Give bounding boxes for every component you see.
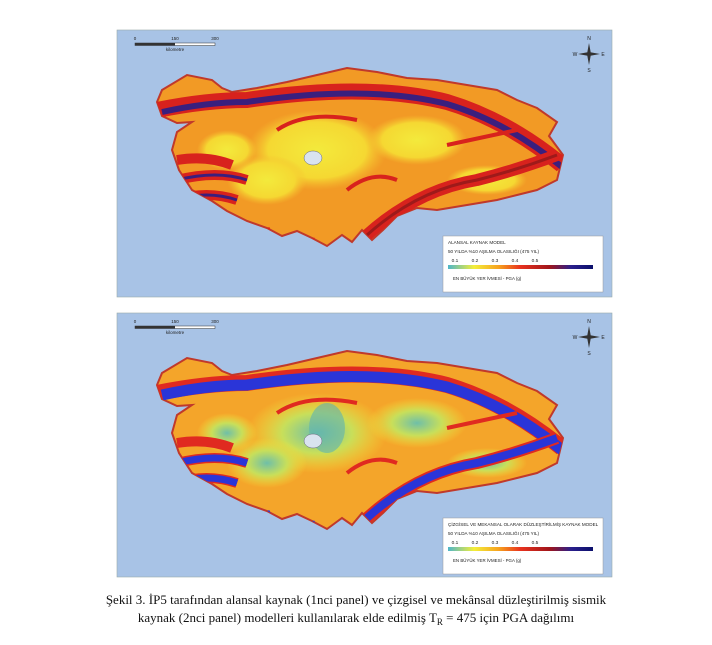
fault-band [275, 397, 518, 475]
compass-w: W [573, 335, 578, 341]
low-hazard-zone [227, 438, 307, 488]
legend-subtitle: 50 YILDA %10 AŞILMA OLASILIĞI (475 YIL) [448, 248, 539, 254]
lake [303, 433, 323, 449]
legend-tick-label: 0.3 [492, 258, 499, 264]
scale-bar-unit: kilometre [166, 330, 185, 335]
legend-tick-label: 0.5 [532, 258, 539, 264]
hazard-layer [157, 366, 563, 529]
compass-n: N [587, 36, 591, 42]
compass-e: E [601, 52, 605, 58]
caption-text: kaynak (2nci panel) modelleri kullanılar… [138, 610, 437, 625]
scale-bar-segment [135, 326, 175, 329]
color-bar [448, 265, 593, 269]
scale-bar-segment [135, 43, 175, 46]
caption-line: kaynak (2nci panel) modelleri kullanılar… [138, 610, 575, 627]
legend-title: ÇİZGİSEL VE MEKANSAL OLARAK DÜZLEŞTİRİLM… [448, 521, 599, 527]
legend-box [442, 517, 604, 575]
caption-text: = 475 için PGA dağılımı [443, 610, 575, 625]
compass-s: S [587, 351, 591, 357]
legend: ALANSAL KAYNAK MODEL 50 YILDA %10 AŞILMA … [442, 235, 604, 293]
caption: Şekil 3. İP5 tarafından alansal kaynak (… [106, 592, 607, 627]
color-bar [448, 547, 593, 551]
fault-band [364, 434, 559, 521]
scale-bar-label: 300 [211, 36, 219, 41]
low-hazard-zone [367, 115, 467, 165]
north-arrow: N S E W [573, 36, 606, 74]
compass-s: S [587, 68, 591, 74]
fault-band [365, 153, 558, 237]
legend-tick-label: 0.2 [472, 540, 479, 546]
compass-rose [578, 43, 600, 65]
fault-band [275, 114, 518, 192]
low-hazard-zone [227, 155, 307, 205]
legend-tick-label: 0.1 [452, 540, 459, 546]
fault-band [160, 370, 563, 455]
panels: 0 150 300 kilometre N S E W ALANSAL KAYNAK MODEL… [116, 29, 613, 578]
legend-subtitle: 50 YILDA %10 AŞILMA OLASILIĞI (475 YIL) [448, 530, 539, 536]
legend-tick-label: 0.1 [452, 258, 459, 264]
legend-tick-label: 0.2 [472, 258, 479, 264]
legend-tick-label: 0.5 [532, 540, 539, 546]
scale-bar-label: 150 [171, 36, 179, 41]
scale-bar-label: 300 [211, 319, 219, 324]
compass-e: E [601, 335, 605, 341]
legend-tick-label: 0.4 [512, 540, 519, 546]
legend-title: ALANSAL KAYNAK MODEL [448, 240, 506, 245]
legend-box [442, 235, 604, 293]
north-arrow: N S E W [573, 319, 606, 357]
compass-rose [578, 326, 600, 348]
scale-bar-unit: kilometre [166, 47, 185, 52]
legend-tick-label: 0.3 [492, 540, 499, 546]
caption-subscript: R [437, 617, 443, 627]
map-panel: 0 150 300 kilometre N S E W ÇİZGİSEL VE MEKANSAL… [116, 312, 613, 578]
legend-axis-label: EN BÜYÜK YER İVMESİ - PGA (g) [453, 276, 522, 281]
scale-bar: 0 150 300 kilometre [134, 36, 220, 52]
legend: ÇİZGİSEL VE MEKANSAL OLARAK DÜZLEŞTİRİLM… [442, 517, 604, 575]
compass-n: N [587, 319, 591, 325]
scale-bar-label: 150 [171, 319, 179, 324]
scale-bar-label: 0 [134, 319, 137, 324]
caption-line: Şekil 3. İP5 tarafından alansal kaynak (… [106, 592, 607, 607]
compass-w: W [573, 52, 578, 58]
scale-bar-label: 0 [134, 36, 137, 41]
map-panel: 0 150 300 kilometre N S E W ALANSAL KAYNAK MODEL… [116, 29, 613, 298]
hazard-layer [157, 83, 563, 246]
fault-band [161, 90, 563, 170]
lake [303, 150, 323, 166]
legend-axis-label: EN BÜYÜK YER İVMESİ - PGA (g) [453, 558, 522, 563]
low-hazard-zone [367, 398, 467, 448]
legend-tick-label: 0.4 [512, 258, 519, 264]
scale-bar: 0 150 300 kilometre [134, 319, 220, 335]
